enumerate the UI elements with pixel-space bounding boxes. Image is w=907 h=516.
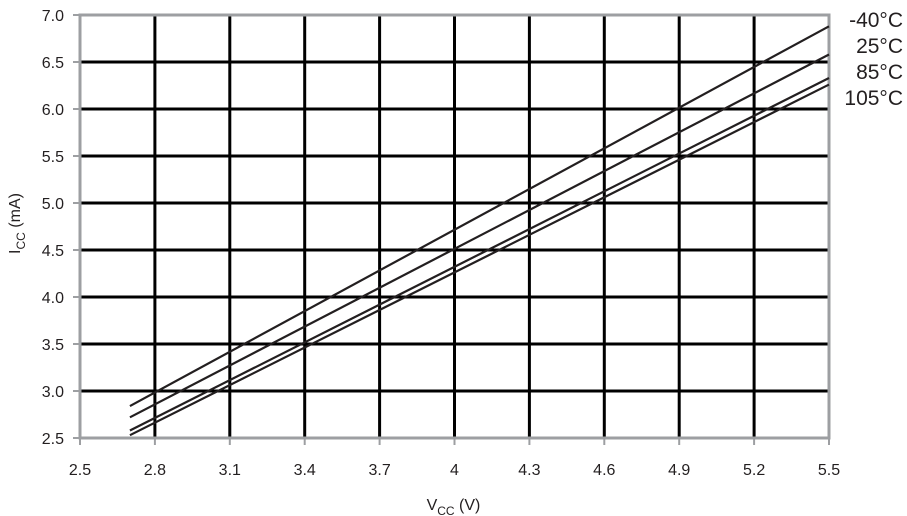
y-axis-title: ICC (mA) (7, 193, 28, 254)
series-line (129, 76, 830, 432)
y-tick-label: 6.0 (42, 102, 64, 119)
series-line (129, 83, 830, 437)
y-tick-label: 3.0 (42, 384, 64, 401)
x-tick-labels: 2.5 2.8 3.1 3.4 3.7 4 4.3 4.6 4.9 5.2 5.5 (69, 462, 840, 479)
y-tick-label: 7.0 (42, 8, 64, 25)
series-label: 25°C (856, 35, 903, 58)
x-axis-title-main: V (427, 497, 438, 514)
series-lines (129, 25, 830, 437)
y-tick-label: 4.5 (42, 243, 64, 260)
grid (73, 14, 830, 445)
y-axis-title-rest: (mA) (7, 193, 24, 232)
x-tick-label: 4.9 (668, 462, 690, 479)
x-tick-label: 2.8 (144, 462, 166, 479)
y-axis-title-main: I (7, 250, 24, 254)
x-tick-label: 4 (450, 462, 459, 479)
x-tick-label: 3.1 (219, 462, 241, 479)
series-label: 105°C (844, 87, 903, 110)
y-tick-label: 5.5 (42, 149, 64, 166)
x-tick-label: 5.2 (743, 462, 765, 479)
x-axis-title: VCC (V) (427, 497, 481, 516)
x-tick-label: 3.4 (294, 462, 316, 479)
series-label: 85°C (856, 61, 903, 84)
series-line (129, 25, 830, 408)
x-axis-title-rest: (V) (455, 497, 481, 514)
x-tick-label: 4.6 (593, 462, 615, 479)
y-tick-label: 5.0 (42, 196, 64, 213)
x-tick-label: 2.5 (69, 462, 91, 479)
x-tick-label: 3.7 (368, 462, 390, 479)
series-label: -40°C (849, 9, 903, 32)
series-labels: -40°C 25°C 85°C 105°C (844, 9, 903, 110)
y-tick-label: 6.5 (42, 55, 64, 72)
y-tick-label: 2.5 (42, 431, 64, 448)
y-tick-labels: 2.5 3.0 3.5 4.0 4.5 5.0 5.5 6.0 6.5 7.0 (42, 8, 64, 448)
series-line (129, 53, 830, 419)
x-tick-label: 4.3 (518, 462, 540, 479)
x-tick-label: 5.5 (818, 462, 840, 479)
plot-frame (78, 13, 831, 440)
y-tick-label: 4.0 (42, 290, 64, 307)
x-axis-title-sub: CC (437, 504, 455, 516)
y-tick-label: 3.5 (42, 337, 64, 354)
y-axis-title-sub: CC (14, 232, 28, 250)
